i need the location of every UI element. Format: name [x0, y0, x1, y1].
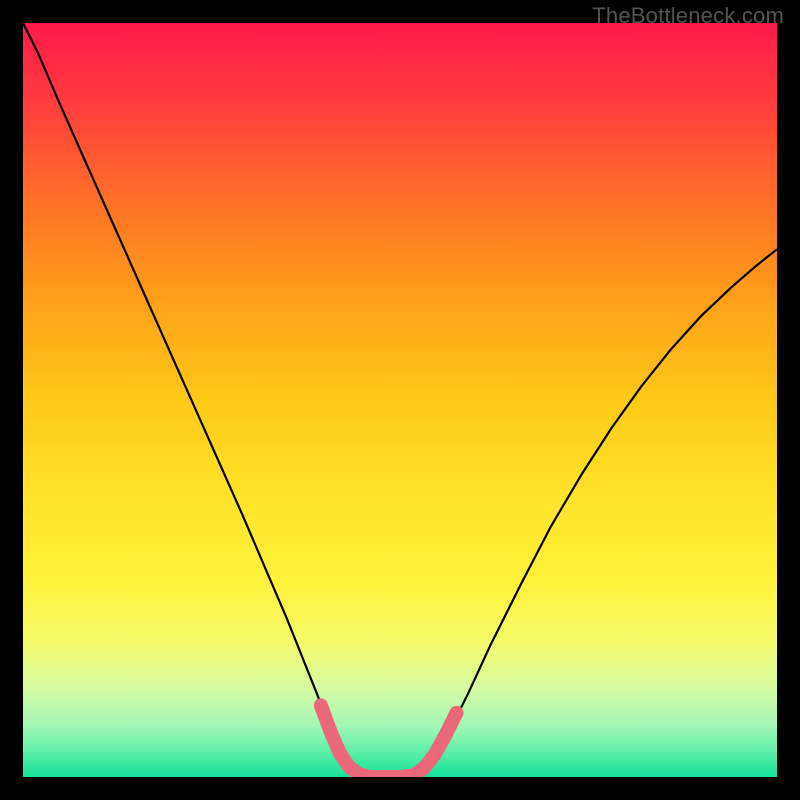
plot-area [23, 23, 777, 777]
bottleneck-curve [23, 23, 777, 777]
stage: TheBottleneck.com [0, 0, 800, 800]
curves-layer [23, 23, 777, 777]
watermark-text: TheBottleneck.com [592, 3, 784, 29]
highlight-overlay [321, 705, 457, 777]
